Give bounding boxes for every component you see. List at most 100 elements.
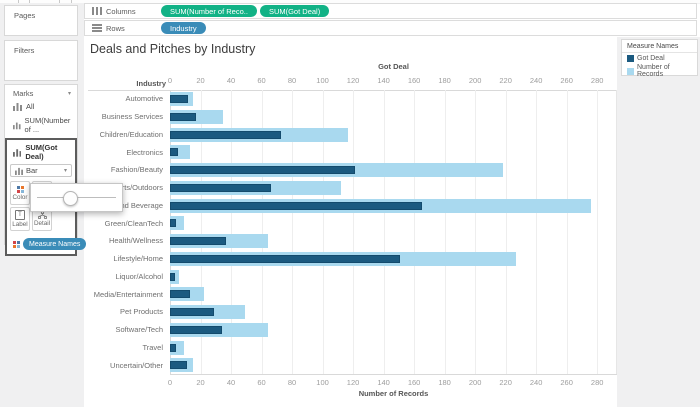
bar-got-deal[interactable]: [170, 290, 190, 299]
industry-label[interactable]: Lifestyle/Home: [113, 254, 163, 264]
industry-label[interactable]: Media/Entertainment: [93, 289, 163, 299]
axis-tick-label: 0: [167, 76, 173, 85]
gridline: [261, 90, 263, 374]
axis-tick-label: 40: [226, 378, 236, 387]
chevron-down-icon[interactable]: ▾: [67, 90, 71, 97]
bar-got-deal[interactable]: [170, 361, 187, 370]
bar-got-deal[interactable]: [170, 112, 196, 121]
industry-label[interactable]: Pet Products: [120, 307, 163, 317]
industry-label[interactable]: Software/Tech: [115, 325, 163, 335]
gridline: [231, 90, 233, 374]
industry-label[interactable]: Fashion/Beauty: [110, 165, 163, 175]
filters-shelf[interactable]: Filters: [4, 40, 78, 81]
bar-got-deal[interactable]: [170, 325, 222, 334]
chart-row: [170, 126, 617, 144]
label-button[interactable]: T Label: [10, 207, 30, 231]
chevron-down-icon: ▾: [63, 167, 67, 174]
color-button[interactable]: Color: [10, 181, 30, 205]
axis-tick-label: 40: [226, 76, 236, 85]
measure-names-pill[interactable]: Measure Names: [23, 238, 87, 250]
axis-tick-label: 80: [287, 76, 297, 85]
industry-label[interactable]: Business Services: [101, 112, 163, 122]
got-deal-swatch: [627, 55, 634, 62]
row-header-industry[interactable]: Industry: [136, 79, 166, 88]
marks-header[interactable]: Marks ▾: [5, 85, 77, 99]
axis-tick-label: 160: [407, 378, 421, 387]
measure-names-legend[interactable]: Measure Names Got Deal Number of Records: [621, 39, 698, 78]
industry-label[interactable]: Automotive: [125, 94, 163, 104]
industry-label[interactable]: Green/CleanTech: [104, 218, 163, 228]
gridline: [200, 90, 202, 374]
slider-handle[interactable]: [63, 191, 78, 206]
industry-label[interactable]: Liquor/Alcohol: [115, 271, 163, 281]
axis-tick-label: 0: [167, 378, 173, 387]
bar-got-deal[interactable]: [170, 166, 355, 174]
pill-sum-got-deal[interactable]: SUM(Got Deal): [259, 5, 330, 17]
marks-tab-sum-number-of-records[interactable]: SUM(Number of ...: [5, 113, 77, 136]
pill-sum-number-of-records[interactable]: SUM(Number of Reco..: [161, 5, 257, 17]
pages-shelf[interactable]: Pages: [4, 5, 78, 36]
industry-label[interactable]: Food and Beverage: [97, 200, 163, 210]
top-axis-title[interactable]: Got Deal: [378, 62, 409, 71]
gridline: [536, 90, 538, 374]
bar-got-deal[interactable]: [170, 130, 282, 139]
measure-names-row[interactable]: Measure Names: [13, 238, 87, 250]
filters-label: Filters: [14, 46, 35, 55]
mark-type-dropdown[interactable]: Bar ▾: [10, 164, 72, 177]
bar-got-deal[interactable]: [170, 343, 177, 352]
axis-tick-label: 140: [377, 76, 390, 85]
legend-title: Measure Names: [622, 40, 697, 53]
axis-tick-label: 240: [529, 378, 543, 387]
chart-row: [170, 143, 617, 161]
marks-tab-sum-got-deal[interactable]: SUM(Got Deal): [8, 140, 74, 163]
bar-got-deal[interactable]: [170, 201, 422, 210]
bottom-axis-title[interactable]: Number of Records: [358, 389, 429, 398]
rows-pill-tray: Industry: [161, 22, 209, 34]
chart-row: [170, 179, 617, 197]
axis-tick-label: 280: [590, 76, 604, 85]
bar-got-deal[interactable]: [170, 219, 177, 228]
industry-label[interactable]: Children/Education: [99, 129, 163, 139]
gridline: [353, 90, 355, 374]
axis-tick-label: 200: [468, 76, 482, 85]
axis-tick-label: 200: [468, 378, 482, 387]
axis-tick-label: 260: [560, 76, 573, 85]
header-divider-line: [88, 90, 617, 91]
chart-row: [170, 90, 617, 108]
axis-tick-label: 180: [438, 76, 451, 85]
bar-got-deal[interactable]: [170, 237, 227, 245]
label-button-label: Label: [12, 221, 28, 228]
bar-got-deal[interactable]: [170, 272, 175, 281]
legend-item-number-of-records[interactable]: Number of Records: [622, 62, 697, 78]
toolbar-icon-remnant: [71, 0, 72, 3]
bottom-axis-line: [170, 374, 617, 375]
bar-got-deal[interactable]: [170, 254, 401, 263]
plot-area: [170, 90, 617, 374]
columns-shelf[interactable]: Columns SUM(Number of Reco.. SUM(Got Deal…: [84, 3, 697, 19]
rows-shelf[interactable]: Rows Industry: [84, 20, 697, 36]
rows-label: Rows: [106, 23, 125, 33]
marks-tab-all[interactable]: All: [5, 99, 77, 113]
industry-label[interactable]: Travel: [142, 342, 163, 352]
bar-got-deal[interactable]: [170, 183, 271, 192]
marks-tab-label: All: [26, 102, 35, 111]
bar-got-deal[interactable]: [170, 148, 178, 157]
pill-industry[interactable]: Industry: [161, 22, 206, 34]
legend-item-got-deal[interactable]: Got Deal: [622, 53, 697, 62]
bar-got-deal[interactable]: [170, 95, 189, 103]
toolbar-icon-remnant: [59, 0, 60, 3]
chart-row: [170, 232, 617, 250]
top-axis-ticks: 0 20 40 60 80 100 120 140 160 180 200 220 240 260 280: [167, 76, 617, 86]
columns-pill-tray: SUM(Number of Reco.. SUM(Got Deal): [161, 5, 332, 17]
columns-label: Columns: [106, 6, 136, 16]
industry-label[interactable]: Electronics: [126, 147, 163, 157]
gridline: [383, 90, 385, 374]
industry-label[interactable]: Uncertain/Other: [110, 360, 163, 370]
industry-label[interactable]: Health/Wellness: [108, 236, 163, 246]
mark-type-value: Bar: [26, 166, 38, 175]
bar-number-of-records[interactable]: [170, 269, 180, 284]
axis-tick-label: 280: [590, 378, 604, 387]
industry-label[interactable]: Sports/Outdoors: [108, 183, 163, 193]
bar-got-deal[interactable]: [170, 308, 215, 316]
size-slider-popup: [30, 183, 123, 212]
